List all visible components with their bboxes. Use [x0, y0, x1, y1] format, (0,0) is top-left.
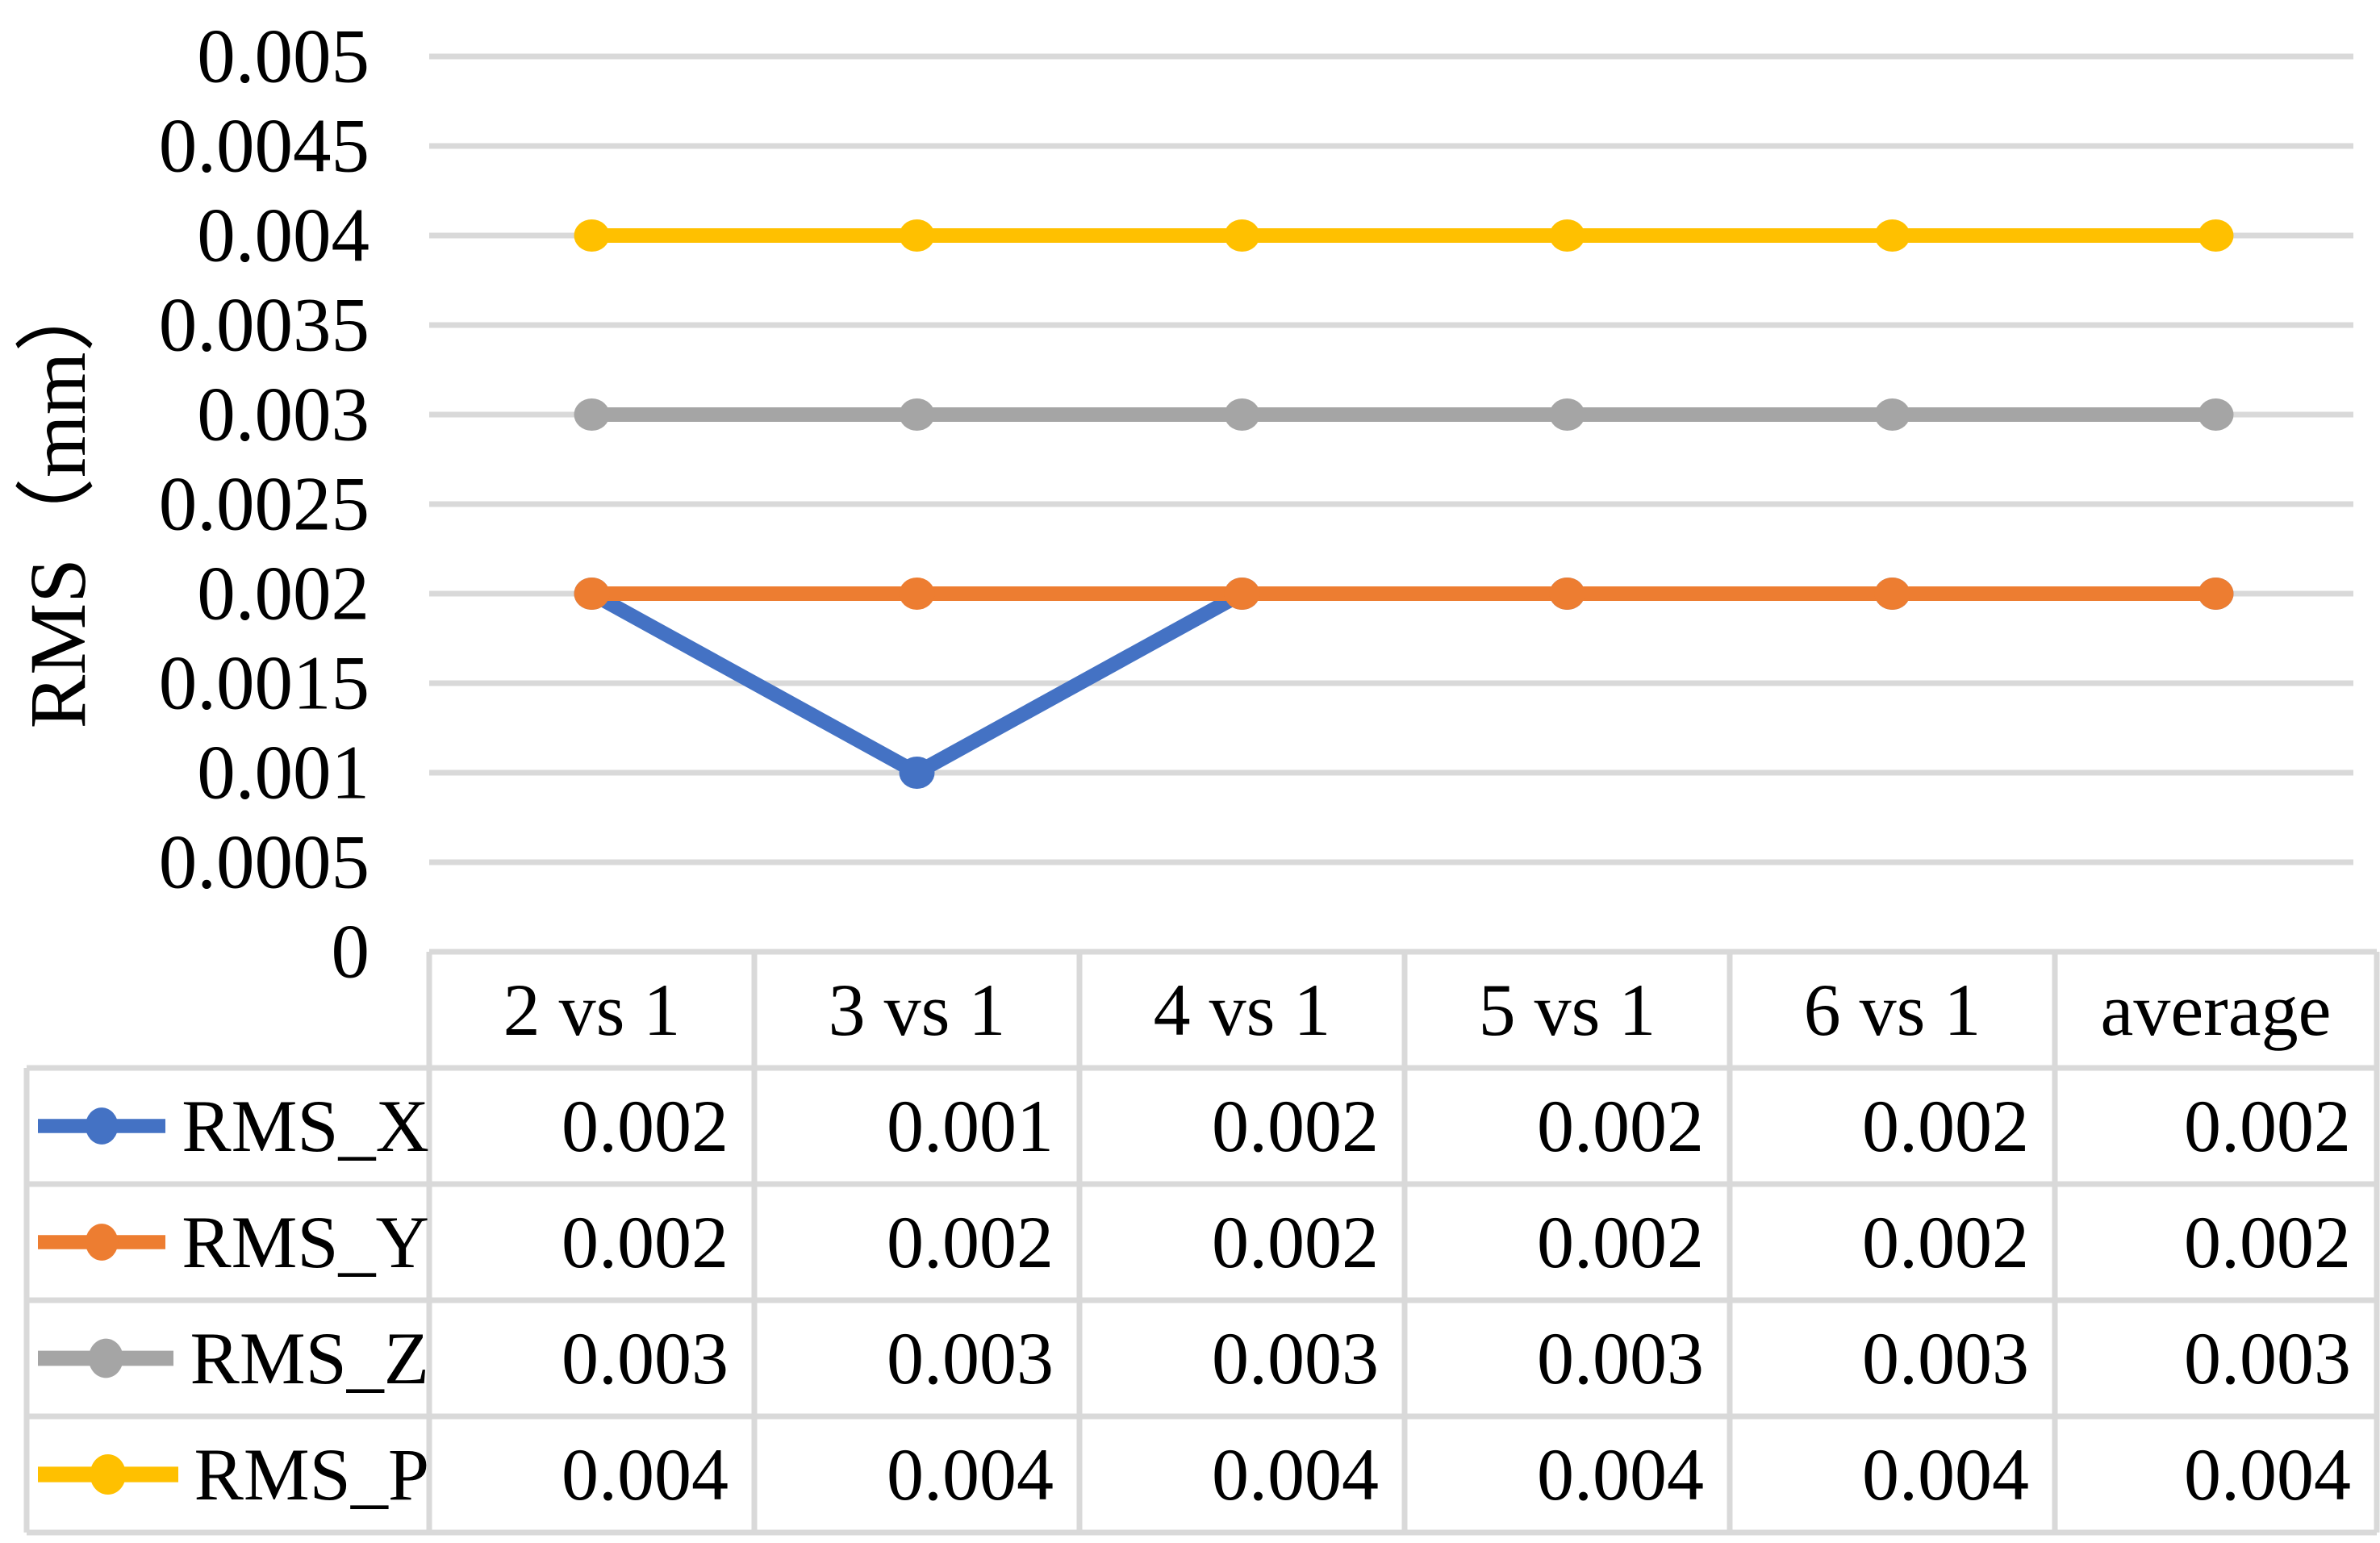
legend-key-RMS_X	[38, 1107, 166, 1145]
table-value-cell: 0.002	[2184, 1085, 2351, 1167]
legend-series-name: RMS_Y	[182, 1201, 429, 1283]
legend-key-RMS_P	[38, 1453, 178, 1495]
legend-cell-RMS_Z: RMS_Z	[27, 1300, 429, 1416]
table-value-cell: 0.003	[1862, 1317, 2029, 1399]
series-marker-RMS_Y	[574, 578, 610, 610]
y-tick-label: 0.004	[197, 192, 370, 278]
y-tick-label: 0.002	[197, 550, 370, 636]
series-marker-RMS_Z	[2198, 398, 2234, 431]
legend-series-name: RMS_P	[194, 1433, 430, 1516]
series-marker-RMS_P	[1224, 219, 1260, 252]
y-tick-label: 0.0005	[158, 819, 370, 905]
series-marker-RMS_Z	[1224, 398, 1260, 431]
table-value-cell: 0.004	[1862, 1433, 2029, 1516]
table-header-cell: 4 vs 1	[1153, 969, 1331, 1051]
series-marker-RMS_Y	[2198, 578, 2234, 610]
table-value-cell: 0.003	[562, 1317, 729, 1399]
table-header-cell: 2 vs 1	[503, 969, 681, 1051]
table-value-cell: 0.004	[887, 1433, 1054, 1516]
table-value-cell: 0.003	[887, 1317, 1054, 1399]
table-value-cell: 0.002	[2184, 1201, 2351, 1283]
series-marker-RMS_X	[899, 757, 935, 789]
table-value-cell: 0.002	[1537, 1085, 1704, 1167]
table-value-cell: 0.001	[887, 1085, 1054, 1167]
series-marker-RMS_Y	[1224, 578, 1260, 610]
table-value-cell: 0.003	[1537, 1317, 1704, 1399]
table-value-cell: 0.004	[2184, 1433, 2351, 1516]
y-tick-label: 0.0045	[158, 102, 370, 189]
series-marker-RMS_P	[574, 219, 610, 252]
series-marker-RMS_Z	[899, 398, 935, 431]
series-marker-RMS_P	[1874, 219, 1910, 252]
series-marker-RMS_Y	[1549, 578, 1585, 610]
table-value-cell: 0.004	[562, 1433, 729, 1516]
series-marker-RMS_Y	[899, 578, 935, 610]
table-value-cell: 0.002	[562, 1201, 729, 1283]
table-header-cell: 6 vs 1	[1803, 969, 1981, 1051]
legend-key-marker	[88, 1338, 123, 1378]
y-tick-label: 0.003	[197, 371, 370, 457]
table-value-cell: 0.002	[1212, 1085, 1379, 1167]
y-tick-label: 0.001	[197, 729, 370, 815]
table-value-cell: 0.002	[1862, 1201, 2029, 1283]
table-value-cell: 0.002	[1537, 1201, 1704, 1283]
legend-cell-RMS_Y: RMS_Y	[27, 1184, 429, 1300]
table-value-cell: 0.002	[1862, 1085, 2029, 1167]
legend-key-RMS_Y	[38, 1224, 166, 1261]
legend-key-marker	[90, 1453, 126, 1495]
table-value-cell: 0.004	[1212, 1433, 1379, 1516]
legend-key-marker	[85, 1224, 119, 1261]
legend-key-RMS_Z	[38, 1338, 174, 1378]
y-tick-label: 0.0025	[158, 461, 370, 547]
series-marker-RMS_P	[1549, 219, 1585, 252]
table-value-cell: 0.002	[562, 1085, 729, 1167]
series-marker-RMS_P	[2198, 219, 2234, 252]
y-tick-label: 0.005	[197, 13, 370, 99]
y-tick-label: 0.0015	[158, 640, 370, 726]
legend-cell-RMS_P: RMS_P	[27, 1416, 429, 1533]
table-header-cell: 3 vs 1	[828, 969, 1006, 1051]
series-marker-RMS_Z	[574, 398, 610, 431]
series-marker-RMS_Z	[1874, 398, 1910, 431]
legend-series-name: RMS_Z	[190, 1317, 429, 1399]
series-marker-RMS_P	[899, 219, 935, 252]
legend-series-name: RMS_X	[182, 1085, 429, 1167]
legend-cell-RMS_X: RMS_X	[27, 1068, 429, 1184]
table-value-cell: 0.003	[1212, 1317, 1379, 1399]
table-value-cell: 0.003	[2184, 1317, 2351, 1399]
table-header-cell: 5 vs 1	[1478, 969, 1656, 1051]
table-value-cell: 0.004	[1537, 1433, 1704, 1516]
y-tick-label: 0.0035	[158, 281, 370, 368]
series-marker-RMS_Y	[1874, 578, 1910, 610]
legend-key-marker	[85, 1107, 119, 1145]
table-value-cell: 0.002	[1212, 1201, 1379, 1283]
series-marker-RMS_Z	[1549, 398, 1585, 431]
table-value-cell: 0.002	[887, 1201, 1054, 1283]
table-header-cell: average	[2100, 969, 2332, 1051]
y-tick-label: 0	[331, 908, 370, 995]
